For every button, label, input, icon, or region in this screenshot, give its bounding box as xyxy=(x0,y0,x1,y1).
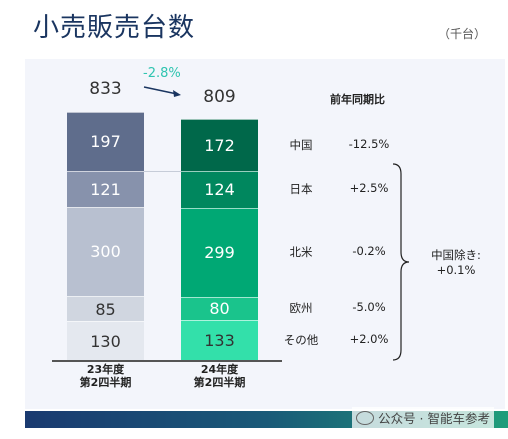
segment-2024-0: 172 xyxy=(181,119,258,171)
bar-2024: 172 124 299 80 133 xyxy=(181,119,258,360)
segment-2024-1: 124 xyxy=(181,170,258,208)
note-line1: 中国除き: xyxy=(431,248,481,262)
chart-title: 小売販売台数 xyxy=(33,13,196,43)
segment-value: 133 xyxy=(204,331,235,351)
region-label: その他 xyxy=(283,333,319,348)
baseline xyxy=(52,360,282,362)
change-label: -2.8% xyxy=(143,66,181,81)
segment-value: 197 xyxy=(90,132,121,152)
note: 中国除き: +0.1% xyxy=(416,248,496,278)
xlabel-2023-line1: 23年度 xyxy=(86,363,125,376)
connector-line xyxy=(144,170,181,172)
yoy-header: 前年同期比 xyxy=(330,93,385,106)
segment-2023-2: 300 xyxy=(67,206,144,296)
yoy-value: -5.0% xyxy=(352,300,386,315)
yoy-value: +2.5% xyxy=(349,181,389,196)
segment-value: 299 xyxy=(204,243,235,263)
xlabel-2024-line2: 第2四半期 xyxy=(193,376,246,389)
segment-value: 124 xyxy=(204,180,235,200)
xlabel-2024-line1: 24年度 xyxy=(200,363,239,376)
region-label: 日本 xyxy=(289,182,313,197)
segment-2023-3: 85 xyxy=(67,295,144,322)
segment-value: 80 xyxy=(209,299,230,319)
segment-value: 130 xyxy=(90,331,121,351)
region-label: 欧州 xyxy=(289,301,313,316)
yoy-value: +2.0% xyxy=(349,332,389,347)
xlabel-2024: 24年度 第2四半期 xyxy=(181,363,258,389)
region-label: 北米 xyxy=(289,245,313,260)
watermark: 公众号 · 智能车参考 xyxy=(352,407,494,428)
bar-2023: 197 121 300 85 130 xyxy=(67,112,144,360)
note-line2: +0.1% xyxy=(436,263,476,277)
segment-2024-2: 299 xyxy=(181,207,258,297)
segment-2024-3: 80 xyxy=(181,296,258,321)
segment-2023-0: 197 xyxy=(67,112,144,171)
segment-value: 172 xyxy=(204,136,235,156)
unit-label: （千台） xyxy=(437,27,486,41)
region-label: 中国 xyxy=(289,138,313,153)
segment-value: 121 xyxy=(90,179,121,199)
segment-2023-4: 130 xyxy=(67,321,144,360)
segment-value: 300 xyxy=(90,242,121,262)
xlabel-2023: 23年度 第2四半期 xyxy=(67,363,144,389)
yoy-value: -0.2% xyxy=(352,244,386,259)
segment-2023-1: 121 xyxy=(67,170,144,207)
yoy-value: -12.5% xyxy=(348,137,390,152)
brace-icon xyxy=(392,163,410,361)
arrow-icon xyxy=(143,86,181,97)
wechat-icon xyxy=(356,410,375,425)
xlabel-2023-line2: 第2四半期 xyxy=(79,376,132,389)
total-2023: 833 xyxy=(89,79,122,99)
total-2024: 809 xyxy=(203,87,236,107)
segment-value: 85 xyxy=(95,299,116,319)
segment-2024-4: 133 xyxy=(181,320,258,360)
watermark-text: 公众号 · 智能车参考 xyxy=(378,411,490,426)
